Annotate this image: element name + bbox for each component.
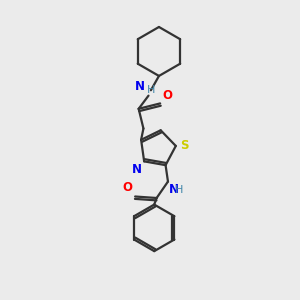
Text: N: N [169, 183, 179, 196]
Text: S: S [180, 139, 188, 152]
Text: O: O [122, 181, 132, 194]
Text: N: N [135, 80, 145, 93]
Text: H: H [175, 185, 184, 195]
Text: H: H [147, 85, 155, 95]
Text: O: O [163, 89, 172, 102]
Text: N: N [132, 163, 142, 176]
